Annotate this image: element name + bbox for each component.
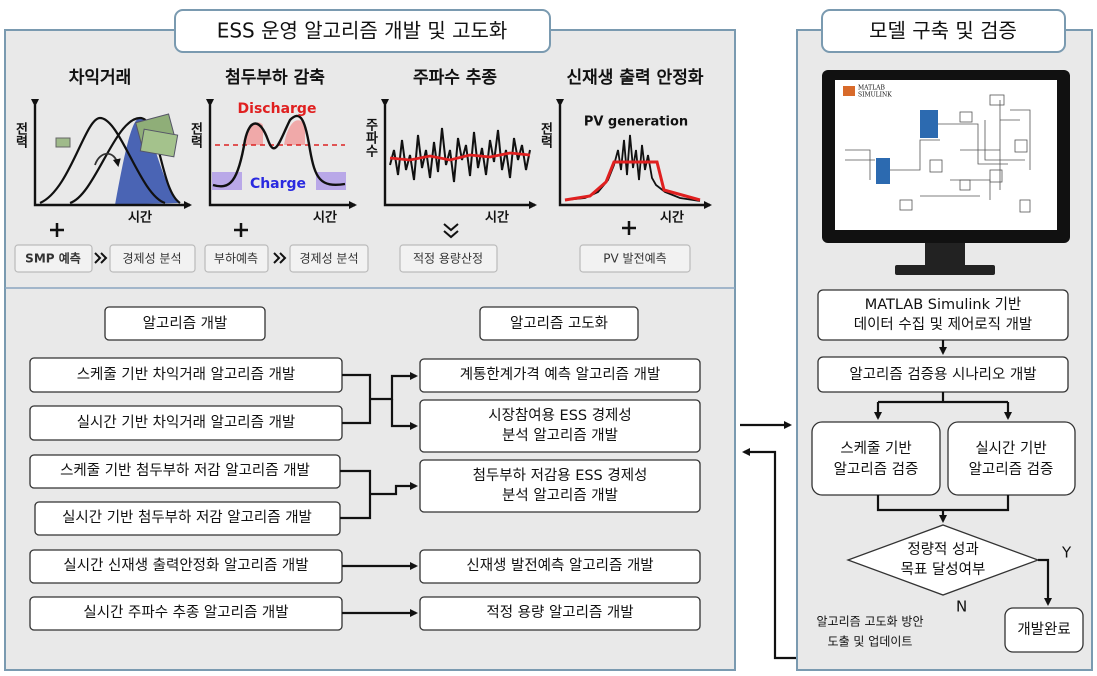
step-box [14, 244, 93, 273]
y-label: 전력 [188, 121, 203, 149]
dev-item: 실시간 신재생 출력안정화 알고리즘 개발 [63, 557, 308, 574]
left-title: ESS 운영 알고리즘 개발 및 고도화 [217, 19, 508, 43]
verify-realtime: 실시간 기반 [975, 440, 1046, 457]
charge-label: Charge [250, 176, 306, 192]
verify-schedule: 알고리즘 검증 [834, 461, 919, 478]
step-scenario: 알고리즘 검증용 시나리오 개발 [849, 366, 1036, 383]
decision-text: 정량적 성과 [907, 541, 978, 558]
adv-box [419, 596, 701, 631]
arbitrage-chart [31, 99, 192, 237]
adv-item: 적정 용량 알고리즘 개발 [486, 604, 633, 621]
peak-chart [206, 99, 357, 237]
adv-item: 분석 알고리즘 개발 [502, 427, 618, 444]
case-title: 주파수 추종 [413, 68, 497, 88]
x-label: 시간 [485, 210, 509, 226]
adv-item: 분석 알고리즘 개발 [502, 487, 618, 504]
step-box [204, 244, 269, 273]
step-text: PV 발전예측 [603, 252, 666, 266]
adv-header: 알고리즘 고도화 [510, 315, 608, 332]
case-title: 신재생 출력 안정화 [567, 68, 704, 88]
x-label: 시간 [128, 210, 152, 226]
curve-label: PV generation [584, 115, 688, 130]
dev-item: 실시간 기반 차익거래 알고리즘 개발 [77, 414, 296, 431]
step-text: 부하예측 [214, 252, 258, 266]
adv-item: 첨두부하 저감용 ESS 경제성 [473, 467, 648, 484]
y-label: 전력 [538, 121, 553, 149]
frequency-chart [381, 99, 537, 239]
pv-chart [556, 99, 712, 235]
step-model: 데이터 수집 및 제어로직 개발 [854, 316, 1033, 333]
feedback: 알고리즘 고도화 방안 [817, 615, 924, 629]
adv-box [419, 399, 701, 453]
adv-item: 신재생 발전예측 알고리즘 개발 [466, 557, 653, 574]
adv-item: 계통한계가격 예측 알고리즘 개발 [460, 366, 661, 383]
monitor [822, 70, 1070, 275]
step-text: 적정 용량산정 [413, 252, 483, 266]
join [876, 495, 1010, 521]
y-label: 전력 [13, 121, 28, 149]
x-label: 시간 [660, 210, 684, 226]
done-text: 개발완료 [1017, 621, 1070, 638]
dev-item: 실시간 기반 첨두부하 저감 알고리즘 개발 [62, 509, 312, 526]
verify-schedule: 스케줄 기반 [840, 440, 911, 457]
chevron [273, 252, 287, 264]
step-box [579, 244, 691, 273]
connectors [340, 372, 945, 660]
screen-logo: SIMULINK [858, 92, 892, 99]
dev-item: 실시간 주파수 추종 알고리즘 개발 [83, 604, 288, 621]
title-tab [821, 9, 1066, 53]
case-title: 차익거래 [69, 68, 132, 88]
decision-text: 목표 달성여부 [901, 561, 986, 578]
verify-box [947, 421, 1076, 496]
header-box [479, 306, 639, 341]
verify-box [811, 421, 941, 496]
dev-item: 스케줄 기반 첨두부하 저감 알고리즘 개발 [60, 462, 310, 479]
step-model: MATLAB Simulink 기반 [865, 296, 1022, 313]
decision [846, 524, 1040, 596]
arrow [1038, 558, 1052, 606]
header-box [104, 306, 266, 341]
chevron [94, 252, 108, 264]
step-box [109, 244, 196, 273]
adv-box [419, 459, 701, 513]
x-label: 시간 [313, 210, 337, 226]
adv-item: 시장참여용 ESS 경제성 [488, 407, 632, 424]
yes-label: Y [1061, 544, 1072, 562]
right-title: 모델 구축 및 검증 [869, 19, 1017, 43]
title-tab [174, 9, 551, 53]
step-text: 경제성 분석 [122, 252, 181, 266]
split [876, 392, 1010, 418]
step-text: SMP 예측 [25, 251, 81, 266]
feedback: 도출 및 업데이트 [828, 635, 913, 649]
no-label: N [956, 598, 967, 616]
step-box [289, 244, 369, 273]
adv-box [419, 549, 701, 584]
screen-logo: MATLAB [858, 85, 885, 92]
step-text: 경제성 분석 [299, 252, 358, 266]
done-box [1004, 607, 1084, 653]
verify-realtime: 알고리즘 검증 [969, 461, 1054, 478]
discharge-label: Discharge [238, 101, 317, 117]
case-title: 첨두부하 감축 [225, 67, 325, 88]
dev-header: 알고리즘 개발 [143, 315, 228, 332]
y-label: 주파수 [363, 118, 378, 158]
dev-item: 스케줄 기반 차익거래 알고리즘 개발 [77, 366, 296, 383]
adv-box [419, 358, 701, 393]
step-box [399, 244, 498, 273]
